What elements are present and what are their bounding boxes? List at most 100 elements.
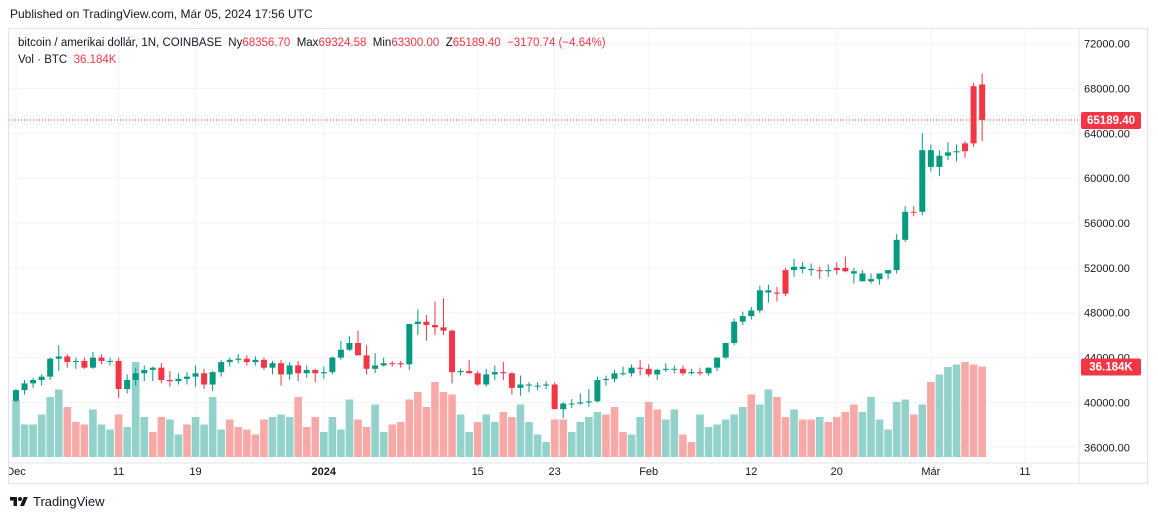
- candle-body: [278, 363, 285, 375]
- candle-body: [842, 267, 849, 272]
- candle-body: [756, 290, 763, 311]
- candle-body: [799, 266, 806, 269]
- price-tick-label: 56000.00: [1084, 218, 1130, 230]
- volume-bar: [696, 414, 704, 457]
- volume-bar: [713, 424, 721, 457]
- volume-bar: [106, 429, 114, 457]
- volume-bar: [833, 417, 841, 457]
- candle-body: [98, 357, 105, 361]
- volume-bar: [208, 397, 217, 457]
- candle-body: [389, 363, 396, 365]
- volume-bar: [516, 404, 525, 457]
- volume-bar: [302, 427, 311, 457]
- volume-bar: [935, 374, 944, 457]
- volume-row: Vol · BTC 36.184K: [18, 52, 606, 69]
- volume-bar: [405, 399, 414, 457]
- volume-bar: [610, 407, 619, 457]
- price-tick-label: 60000.00: [1084, 173, 1130, 185]
- volume-bar: [730, 414, 738, 457]
- candle-body: [158, 367, 165, 381]
- volume-bar: [114, 414, 123, 457]
- candle-body: [201, 373, 208, 385]
- volume-bar: [29, 424, 37, 457]
- symbol-title[interactable]: bitcoin / amerikai dollár, 1N, COINBASE: [18, 37, 222, 49]
- price-axis: 72000.00 68000.00 64000.00 60000.00 56000.00…: [1078, 29, 1130, 484]
- low-value: 63300.00: [391, 37, 440, 49]
- chart-legend: bitcoin / amerikai dollár, 1N, COINBASE …: [18, 35, 606, 69]
- time-tick-label: 2024: [312, 466, 337, 478]
- volume-bar: [157, 417, 166, 457]
- volume-bar: [542, 442, 550, 457]
- volume-bar: [499, 412, 508, 457]
- volume-bar: [200, 424, 208, 457]
- candle-body: [825, 270, 832, 272]
- candle-body: [731, 321, 738, 344]
- candle-body: [662, 368, 669, 370]
- volume-bar: [892, 402, 901, 457]
- footer-brand[interactable]: TradingView: [10, 494, 105, 509]
- candle-body: [808, 268, 815, 271]
- candle-body: [602, 378, 609, 381]
- volume-bar: [251, 434, 260, 457]
- candle-body: [791, 266, 798, 271]
- candle-body: [252, 359, 259, 363]
- last-price-label: 65189.40: [1087, 115, 1135, 127]
- volume-bar: [465, 432, 473, 457]
- volume-bar: [559, 419, 567, 457]
- volume-bar: [260, 419, 268, 457]
- candle-body: [55, 356, 62, 359]
- candle-body: [679, 368, 686, 374]
- candle-body: [89, 357, 96, 368]
- volume-bar: [123, 427, 131, 457]
- candle-body: [372, 365, 379, 369]
- volume-bar: [46, 397, 54, 457]
- close-label: Z: [445, 37, 453, 49]
- time-tick-label: 12: [745, 466, 757, 478]
- volume-bar: [337, 429, 345, 457]
- volume-bar: [781, 417, 790, 457]
- volume-bar: [627, 434, 636, 457]
- price-tick-label: 40000.00: [1084, 397, 1130, 409]
- time-axis: Dec 11 19 2024 15 23 Feb 12 20 Már 11: [9, 462, 1148, 478]
- candle-body: [329, 357, 336, 373]
- volume-bar: [850, 404, 858, 457]
- volume-bar: [277, 414, 285, 457]
- price-tick-label: 48000.00: [1084, 308, 1130, 320]
- candle-body: [620, 373, 627, 375]
- volume-bar: [371, 404, 379, 457]
- price-tick-label: 52000.00: [1084, 263, 1130, 275]
- candle-body: [979, 84, 986, 120]
- volume-bar: [585, 417, 593, 457]
- candle-body: [859, 273, 866, 282]
- volume-bar: [576, 422, 585, 457]
- volume-bar: [89, 409, 97, 457]
- candle-body: [406, 323, 413, 365]
- candle-body: [500, 372, 507, 374]
- candle-body: [876, 273, 883, 280]
- candle-body: [773, 292, 780, 294]
- candle-body: [175, 378, 182, 382]
- price-tick-label: 36000.00: [1084, 442, 1130, 454]
- candle-body: [517, 384, 524, 388]
- volume-bar: [431, 382, 439, 457]
- volume-bar: [140, 417, 149, 457]
- volume-bar: [508, 417, 516, 457]
- volume-label[interactable]: Vol · BTC: [18, 54, 68, 66]
- volume-bar: [636, 417, 644, 457]
- volume-bar: [183, 424, 191, 457]
- volume-bar: [841, 412, 850, 457]
- candle-body: [81, 360, 88, 368]
- volume-bar: [448, 394, 456, 457]
- volume-bar: [721, 419, 730, 457]
- candle-body: [184, 376, 190, 379]
- candlestick-chart[interactable]: 72000.00 68000.00 64000.00 60000.00 56000.00…: [9, 29, 1148, 484]
- volume-bar: [191, 417, 200, 457]
- candle-body: [645, 368, 652, 375]
- candle-body: [397, 363, 404, 365]
- price-candles: [13, 73, 986, 419]
- candle-body: [850, 271, 857, 274]
- candle-body: [936, 155, 943, 167]
- time-tick-label: Feb: [639, 466, 658, 478]
- candle-body: [953, 151, 960, 153]
- candle-body: [47, 358, 54, 377]
